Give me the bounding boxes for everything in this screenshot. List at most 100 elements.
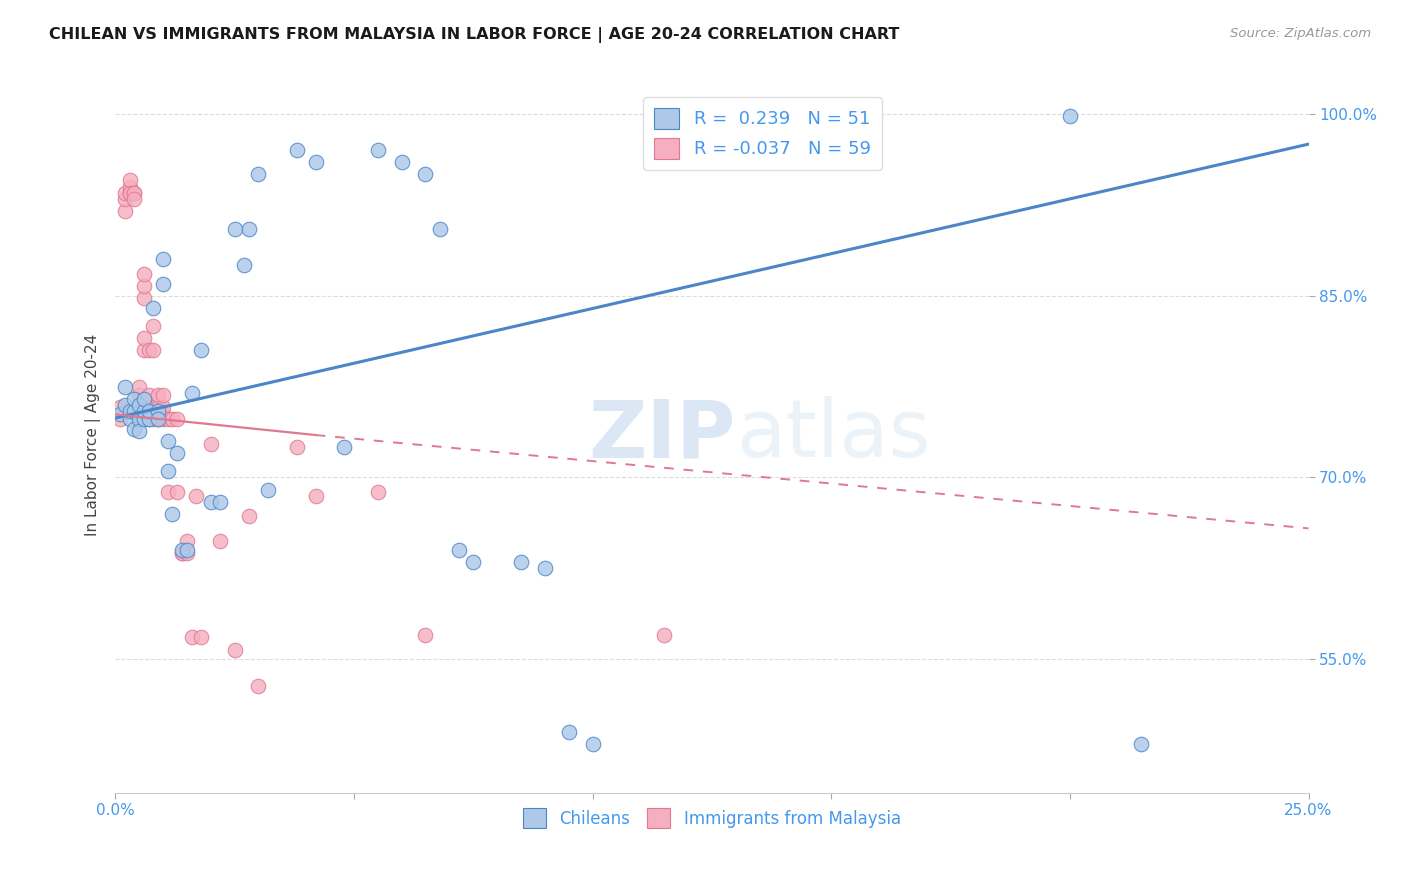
Point (152, 388, 174, 402)
Point (415, 168, 437, 182)
Point (180, 631, 202, 645)
Text: Source: ZipAtlas.com: Source: ZipAtlas.com (1230, 27, 1371, 40)
Point (138, 388, 160, 402)
Point (118, 412, 141, 426)
Point (533, 561, 555, 575)
Point (138, 412, 160, 426)
Point (166, 485, 188, 500)
Point (108, 400, 131, 414)
Point (166, 446, 188, 460)
Point (142, 412, 165, 426)
Point (146, 400, 169, 414)
Text: ZIP: ZIP (589, 396, 735, 474)
Point (114, 203, 136, 218)
Point (333, 440, 356, 454)
Point (224, 222, 246, 236)
Point (142, 343, 165, 358)
Point (142, 301, 165, 315)
Point (305, 489, 328, 503)
Point (1059, 109, 1081, 123)
Point (305, 155, 328, 169)
Point (1130, 737, 1153, 751)
Point (285, 143, 308, 157)
Point (190, 631, 212, 645)
Legend: Chileans, Immigrants from Malaysia: Chileans, Immigrants from Malaysia (516, 802, 907, 834)
Point (142, 400, 165, 414)
Point (200, 494, 222, 508)
Point (132, 267, 155, 281)
Point (124, 422, 146, 436)
Point (142, 318, 165, 333)
Point (162, 507, 184, 521)
Point (124, 192, 146, 206)
Point (132, 331, 155, 345)
Point (367, 485, 389, 500)
Point (138, 404, 160, 418)
Point (124, 186, 146, 200)
Point (118, 186, 141, 200)
Point (108, 408, 131, 422)
Point (128, 412, 150, 426)
Point (146, 412, 169, 426)
Point (652, 628, 675, 642)
Point (128, 400, 150, 414)
Point (186, 489, 208, 503)
Point (209, 533, 232, 548)
Point (581, 737, 603, 751)
Point (176, 533, 198, 548)
Point (152, 277, 174, 291)
Point (138, 343, 160, 358)
Point (146, 409, 169, 424)
Point (429, 222, 451, 236)
Point (146, 404, 169, 418)
Point (152, 400, 174, 414)
Point (247, 168, 270, 182)
Point (124, 404, 146, 418)
Point (108, 412, 131, 426)
Point (128, 412, 150, 426)
Point (146, 412, 169, 426)
Point (118, 173, 141, 187)
Y-axis label: In Labor Force | Age 20-24: In Labor Force | Age 20-24 (86, 334, 101, 536)
Point (391, 155, 413, 169)
Point (152, 252, 174, 267)
Point (238, 509, 260, 524)
Point (156, 464, 179, 478)
Point (415, 628, 437, 642)
Point (132, 412, 155, 426)
Point (132, 392, 155, 406)
Point (238, 222, 260, 236)
Point (152, 408, 174, 422)
Point (170, 546, 193, 560)
Point (166, 412, 188, 426)
Point (152, 412, 174, 426)
Point (180, 385, 202, 400)
Point (146, 388, 169, 402)
Point (132, 343, 155, 358)
Text: atlas: atlas (735, 396, 931, 474)
Point (463, 555, 485, 569)
Point (509, 555, 531, 569)
Point (367, 143, 389, 157)
Point (124, 392, 146, 406)
Point (209, 494, 232, 508)
Point (447, 543, 470, 558)
Point (128, 425, 150, 439)
Point (285, 440, 308, 454)
Point (114, 398, 136, 412)
Point (128, 379, 150, 393)
Point (170, 543, 193, 558)
Point (138, 412, 160, 426)
Point (156, 434, 179, 449)
Point (233, 258, 256, 272)
Text: CHILEAN VS IMMIGRANTS FROM MALAYSIA IN LABOR FORCE | AGE 20-24 CORRELATION CHART: CHILEAN VS IMMIGRANTS FROM MALAYSIA IN L… (49, 27, 900, 43)
Point (156, 412, 179, 426)
Point (200, 436, 222, 450)
Point (124, 186, 146, 200)
Point (114, 379, 136, 393)
Point (176, 543, 198, 558)
Point (132, 279, 155, 293)
Point (114, 186, 136, 200)
Point (176, 546, 198, 560)
Point (132, 291, 155, 305)
